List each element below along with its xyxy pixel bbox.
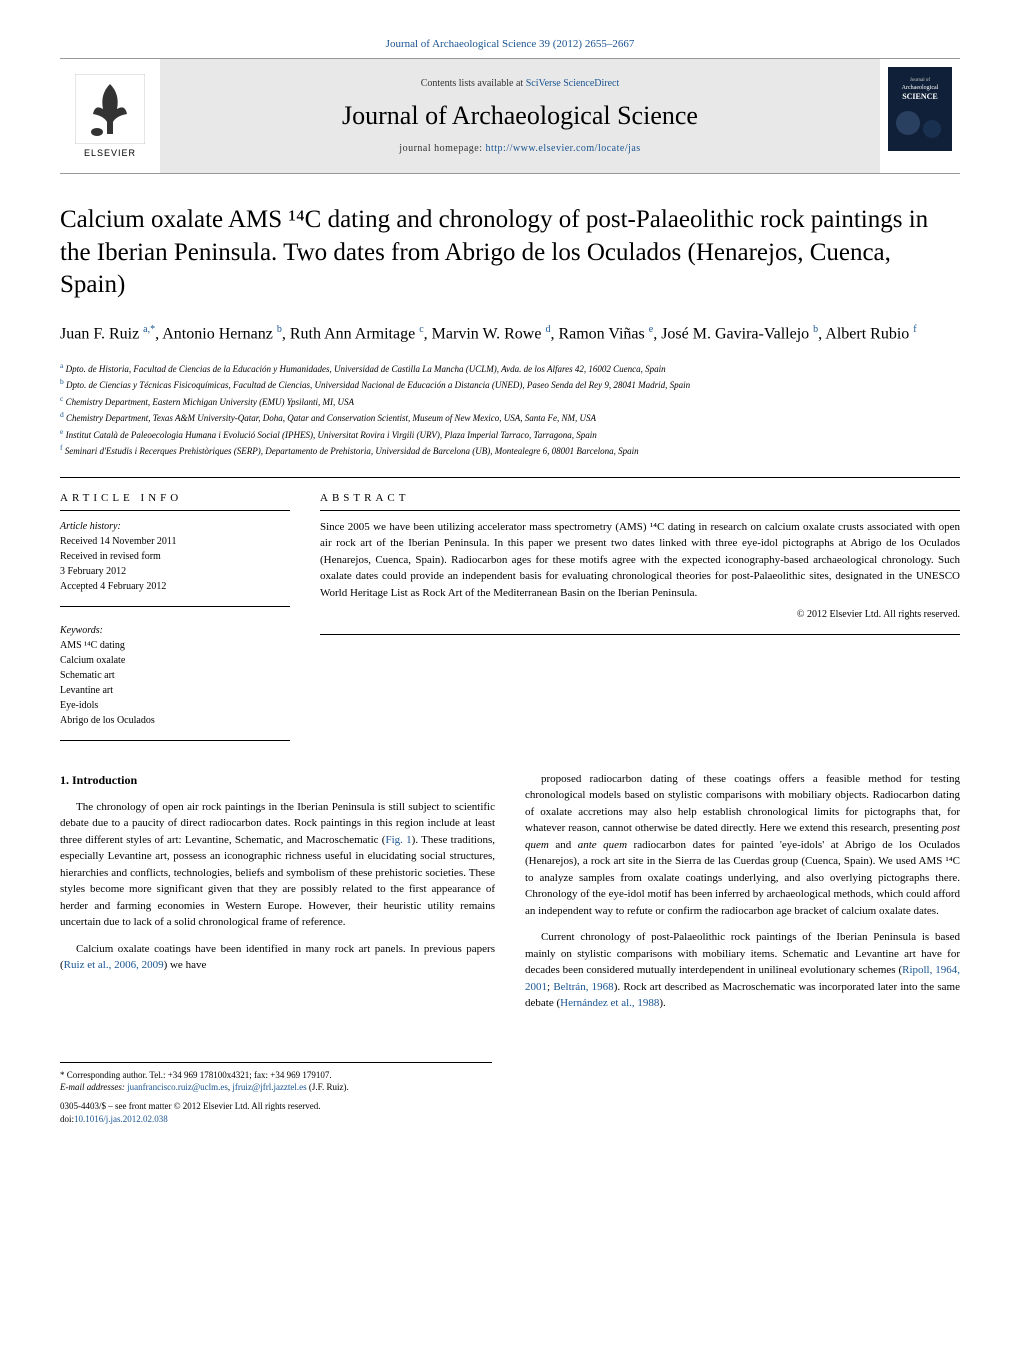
contents-prefix: Contents lists available at	[421, 78, 526, 89]
doi-link[interactable]: 10.1016/j.jas.2012.02.038	[74, 1114, 168, 1124]
header-center: Contents lists available at SciVerse Sci…	[160, 59, 880, 173]
homepage-line: journal homepage: http://www.elsevier.co…	[399, 143, 640, 154]
keyword-line: Calcium oxalate	[60, 653, 290, 668]
journal-cover-thumb: Journal of Archaeological SCIENCE	[880, 59, 960, 173]
history-line: Accepted 4 February 2012	[60, 579, 290, 594]
history-line: 3 February 2012	[60, 564, 290, 579]
body-paragraph: proposed radiocarbon dating of these coa…	[525, 771, 960, 920]
journal-title: Journal of Archaeological Science	[342, 101, 698, 131]
sciencedirect-link[interactable]: SciVerse ScienceDirect	[526, 78, 620, 89]
abstract-label: ABSTRACT	[320, 492, 960, 511]
affiliation-line: b Dpto. de Ciencias y Técnicas Fisicoquí…	[60, 376, 960, 393]
elsevier-tree-icon	[75, 74, 145, 144]
cover-icon: Journal of Archaeological SCIENCE	[888, 67, 952, 151]
abstract-copyright: © 2012 Elsevier Ltd. All rights reserved…	[320, 607, 960, 622]
body-paragraph: Current chronology of post-Palaeolithic …	[525, 929, 960, 1012]
homepage-prefix: journal homepage:	[399, 143, 485, 154]
keywords-label: Keywords:	[60, 623, 290, 638]
publisher-name: ELSEVIER	[84, 148, 136, 158]
citation-link[interactable]: Beltrán, 1968	[553, 981, 613, 993]
article-title: Calcium oxalate AMS ¹⁴C dating and chron…	[60, 204, 960, 302]
keyword-line: Levantine art	[60, 683, 290, 698]
email-link-2[interactable]: jfruiz@jfrl.jazztel.es	[232, 1082, 306, 1092]
keyword-line: Eye-idols	[60, 698, 290, 713]
email-prefix: E-mail addresses:	[60, 1082, 127, 1092]
body-paragraph: Calcium oxalate coatings have been ident…	[60, 941, 495, 974]
authors-list: Juan F. Ruiz a,*, Antonio Hernanz b, Rut…	[60, 322, 960, 346]
article-info-column: ARTICLE INFO Article history: Received 1…	[60, 492, 290, 741]
affiliation-line: c Chemistry Department, Eastern Michigan…	[60, 393, 960, 410]
keyword-line: AMS ¹⁴C dating	[60, 638, 290, 653]
svg-text:Archaeological: Archaeological	[902, 85, 939, 91]
keywords-block: Keywords: AMS ¹⁴C datingCalcium oxalateS…	[60, 623, 290, 741]
doi-prefix: doi:	[60, 1114, 74, 1124]
publisher-logo: ELSEVIER	[60, 59, 160, 173]
email-suffix: (J.F. Ruiz).	[307, 1082, 349, 1092]
email-link-1[interactable]: juanfrancisco.ruiz@uclm.es	[127, 1082, 228, 1092]
history-line: Received in revised form	[60, 549, 290, 564]
history-line: Received 14 November 2011	[60, 534, 290, 549]
issn-line: 0305-4403/$ – see front matter © 2012 El…	[60, 1100, 492, 1113]
history-label: Article history:	[60, 519, 290, 534]
svg-text:Journal of: Journal of	[910, 78, 930, 83]
journal-header: ELSEVIER Contents lists available at Sci…	[60, 59, 960, 174]
body-paragraph: The chronology of open air rock painting…	[60, 799, 495, 931]
homepage-link[interactable]: http://www.elsevier.com/locate/jas	[486, 143, 641, 154]
citation-link[interactable]: Ruiz et al., 2006, 2009	[64, 959, 164, 971]
article-history: Article history: Received 14 November 20…	[60, 519, 290, 607]
affiliation-line: f Seminari d'Estudis i Recerques Prehist…	[60, 442, 960, 459]
affiliation-line: d Chemistry Department, Texas A&M Univer…	[60, 409, 960, 426]
section-heading-intro: 1. Introduction	[60, 771, 495, 789]
figure-ref-link[interactable]: Fig. 1	[385, 834, 411, 846]
body-column-right: proposed radiocarbon dating of these coa…	[525, 771, 960, 1022]
journal-reference: Journal of Archaeological Science 39 (20…	[60, 30, 960, 59]
keyword-line: Schematic art	[60, 668, 290, 683]
affiliations-list: a Dpto. de Historia, Facultad de Ciencia…	[60, 360, 960, 459]
keyword-line: Abrigo de los Oculados	[60, 713, 290, 728]
affiliation-line: a Dpto. de Historia, Facultad de Ciencia…	[60, 360, 960, 377]
abstract-body: Since 2005 we have been utilizing accele…	[320, 521, 960, 599]
corresponding-author-note: * Corresponding author. Tel.: +34 969 17…	[60, 1069, 492, 1082]
svg-text:SCIENCE: SCIENCE	[902, 92, 938, 101]
abstract-column: ABSTRACT Since 2005 we have been utilizi…	[320, 492, 960, 741]
citation-link[interactable]: Hernández et al., 1988	[560, 997, 659, 1009]
footnotes: * Corresponding author. Tel.: +34 969 17…	[60, 1062, 492, 1125]
article-info-label: ARTICLE INFO	[60, 492, 290, 511]
contents-line: Contents lists available at SciVerse Sci…	[421, 78, 620, 89]
doi-line: doi:10.1016/j.jas.2012.02.038	[60, 1113, 492, 1126]
body-column-left: 1. Introduction The chronology of open a…	[60, 771, 495, 1022]
abstract-text: Since 2005 we have been utilizing accele…	[320, 519, 960, 636]
affiliation-line: e Institut Català de Paleoecologia Human…	[60, 426, 960, 443]
email-line: E-mail addresses: juanfrancisco.ruiz@ucl…	[60, 1081, 492, 1094]
journal-ref-link[interactable]: Journal of Archaeological Science 39 (20…	[386, 38, 635, 50]
